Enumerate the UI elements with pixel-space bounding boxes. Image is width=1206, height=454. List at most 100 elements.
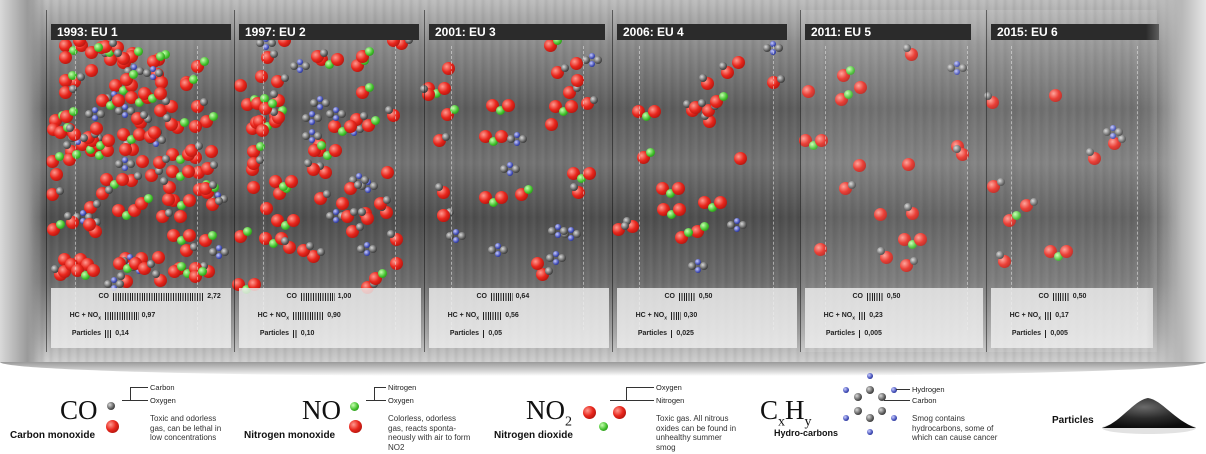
stat-row-particles: Particles 0,025 bbox=[617, 328, 797, 340]
stat-bar bbox=[671, 312, 681, 320]
atom bbox=[278, 181, 288, 191]
atom bbox=[507, 161, 514, 168]
stat-bar bbox=[293, 312, 325, 320]
atom bbox=[322, 98, 331, 107]
panel-guide-line bbox=[967, 46, 968, 330]
atom bbox=[648, 104, 662, 118]
atom bbox=[220, 194, 229, 203]
atom bbox=[165, 165, 179, 179]
atom bbox=[92, 115, 99, 121]
atom bbox=[370, 181, 379, 190]
atom bbox=[173, 210, 187, 224]
atom bbox=[351, 130, 358, 137]
atom bbox=[593, 55, 602, 64]
atom bbox=[358, 181, 367, 190]
atom bbox=[301, 131, 310, 140]
atom bbox=[97, 110, 106, 118]
atom bbox=[513, 132, 520, 139]
stat-label: HC + NOx bbox=[69, 312, 101, 322]
atom bbox=[695, 259, 702, 266]
atom bbox=[104, 47, 114, 57]
atom bbox=[572, 84, 581, 93]
stat-bar bbox=[859, 330, 862, 338]
atom bbox=[116, 127, 130, 141]
stat-value: 0,14 bbox=[115, 330, 129, 337]
stat-value: 0,05 bbox=[488, 330, 503, 337]
stat-bar bbox=[491, 293, 513, 301]
atom bbox=[63, 212, 72, 221]
atom bbox=[68, 106, 78, 116]
stat-bar bbox=[113, 293, 205, 301]
atom bbox=[269, 90, 278, 99]
no-description: Colorless, odorless gas, reacts sponta-n… bbox=[388, 414, 471, 452]
stat-bar bbox=[105, 330, 113, 338]
co-label-carbon: Carbon bbox=[150, 383, 175, 392]
atom bbox=[877, 247, 886, 256]
atom bbox=[216, 245, 223, 252]
panel-eu6: 2015: EU 6 CO 0,50 HC + NOx 0,17 Particles 0,… bbox=[986, 10, 1159, 352]
atom bbox=[853, 80, 867, 94]
atom bbox=[995, 251, 1004, 260]
atom bbox=[1029, 197, 1038, 206]
stat-label-subscript: x bbox=[98, 315, 101, 322]
atom bbox=[1109, 132, 1116, 139]
atom bbox=[161, 193, 175, 207]
stat-value: 0,50 bbox=[1072, 293, 1087, 300]
atom bbox=[130, 64, 137, 71]
atom bbox=[65, 124, 74, 133]
atom bbox=[564, 100, 578, 114]
atom bbox=[143, 114, 152, 123]
atom bbox=[554, 232, 561, 239]
hc-formula-x: x bbox=[778, 414, 786, 430]
atom bbox=[873, 207, 887, 221]
panel-guide-line bbox=[825, 46, 826, 330]
panel-guide-line bbox=[773, 46, 774, 330]
atom bbox=[105, 101, 115, 111]
atom bbox=[1053, 251, 1063, 261]
atom bbox=[908, 239, 918, 249]
atom bbox=[58, 50, 72, 64]
emission-stats: CO 2,72 HC + NOx 0,97 Particles 0,14 bbox=[51, 288, 231, 348]
atom bbox=[111, 94, 125, 108]
stat-label: HC + NOx bbox=[635, 312, 667, 322]
atom bbox=[688, 262, 697, 271]
atom bbox=[946, 64, 955, 73]
atom bbox=[160, 177, 169, 186]
atom bbox=[371, 115, 381, 125]
atom bbox=[419, 84, 428, 93]
atom bbox=[247, 180, 261, 194]
emission-stats: CO 0,50 HC + NOx 0,23 Particles 0,005 bbox=[805, 288, 983, 348]
atom bbox=[102, 134, 116, 147]
atom bbox=[149, 65, 156, 72]
atom bbox=[75, 138, 82, 145]
atom bbox=[109, 179, 119, 189]
atom bbox=[359, 111, 368, 120]
atom bbox=[570, 73, 584, 87]
atom bbox=[996, 178, 1005, 187]
atom bbox=[1043, 244, 1057, 258]
atom bbox=[316, 162, 325, 171]
atom bbox=[698, 73, 707, 82]
stat-label: CO bbox=[98, 293, 110, 300]
atom bbox=[93, 217, 102, 226]
atom bbox=[357, 244, 366, 253]
atom bbox=[308, 136, 315, 143]
panel-guide-line bbox=[197, 46, 198, 330]
no-label-oxygen: Oxygen bbox=[388, 396, 414, 405]
atom bbox=[268, 174, 282, 188]
atom bbox=[162, 114, 171, 123]
atom bbox=[958, 64, 967, 73]
stat-bar bbox=[1053, 293, 1070, 301]
atom bbox=[1048, 88, 1062, 102]
atom bbox=[177, 236, 187, 246]
atom bbox=[697, 195, 711, 209]
atom bbox=[105, 185, 114, 194]
panel-eu5: 2011: EU 5 CO 0,50 HC + NOx 0,23 Particles 0,… bbox=[800, 10, 987, 352]
atom bbox=[99, 172, 113, 186]
atom bbox=[55, 219, 65, 229]
stat-value: 0,56 bbox=[505, 312, 519, 319]
atom bbox=[135, 97, 145, 107]
atom bbox=[77, 73, 86, 82]
atom bbox=[320, 48, 329, 57]
atom bbox=[304, 159, 313, 168]
